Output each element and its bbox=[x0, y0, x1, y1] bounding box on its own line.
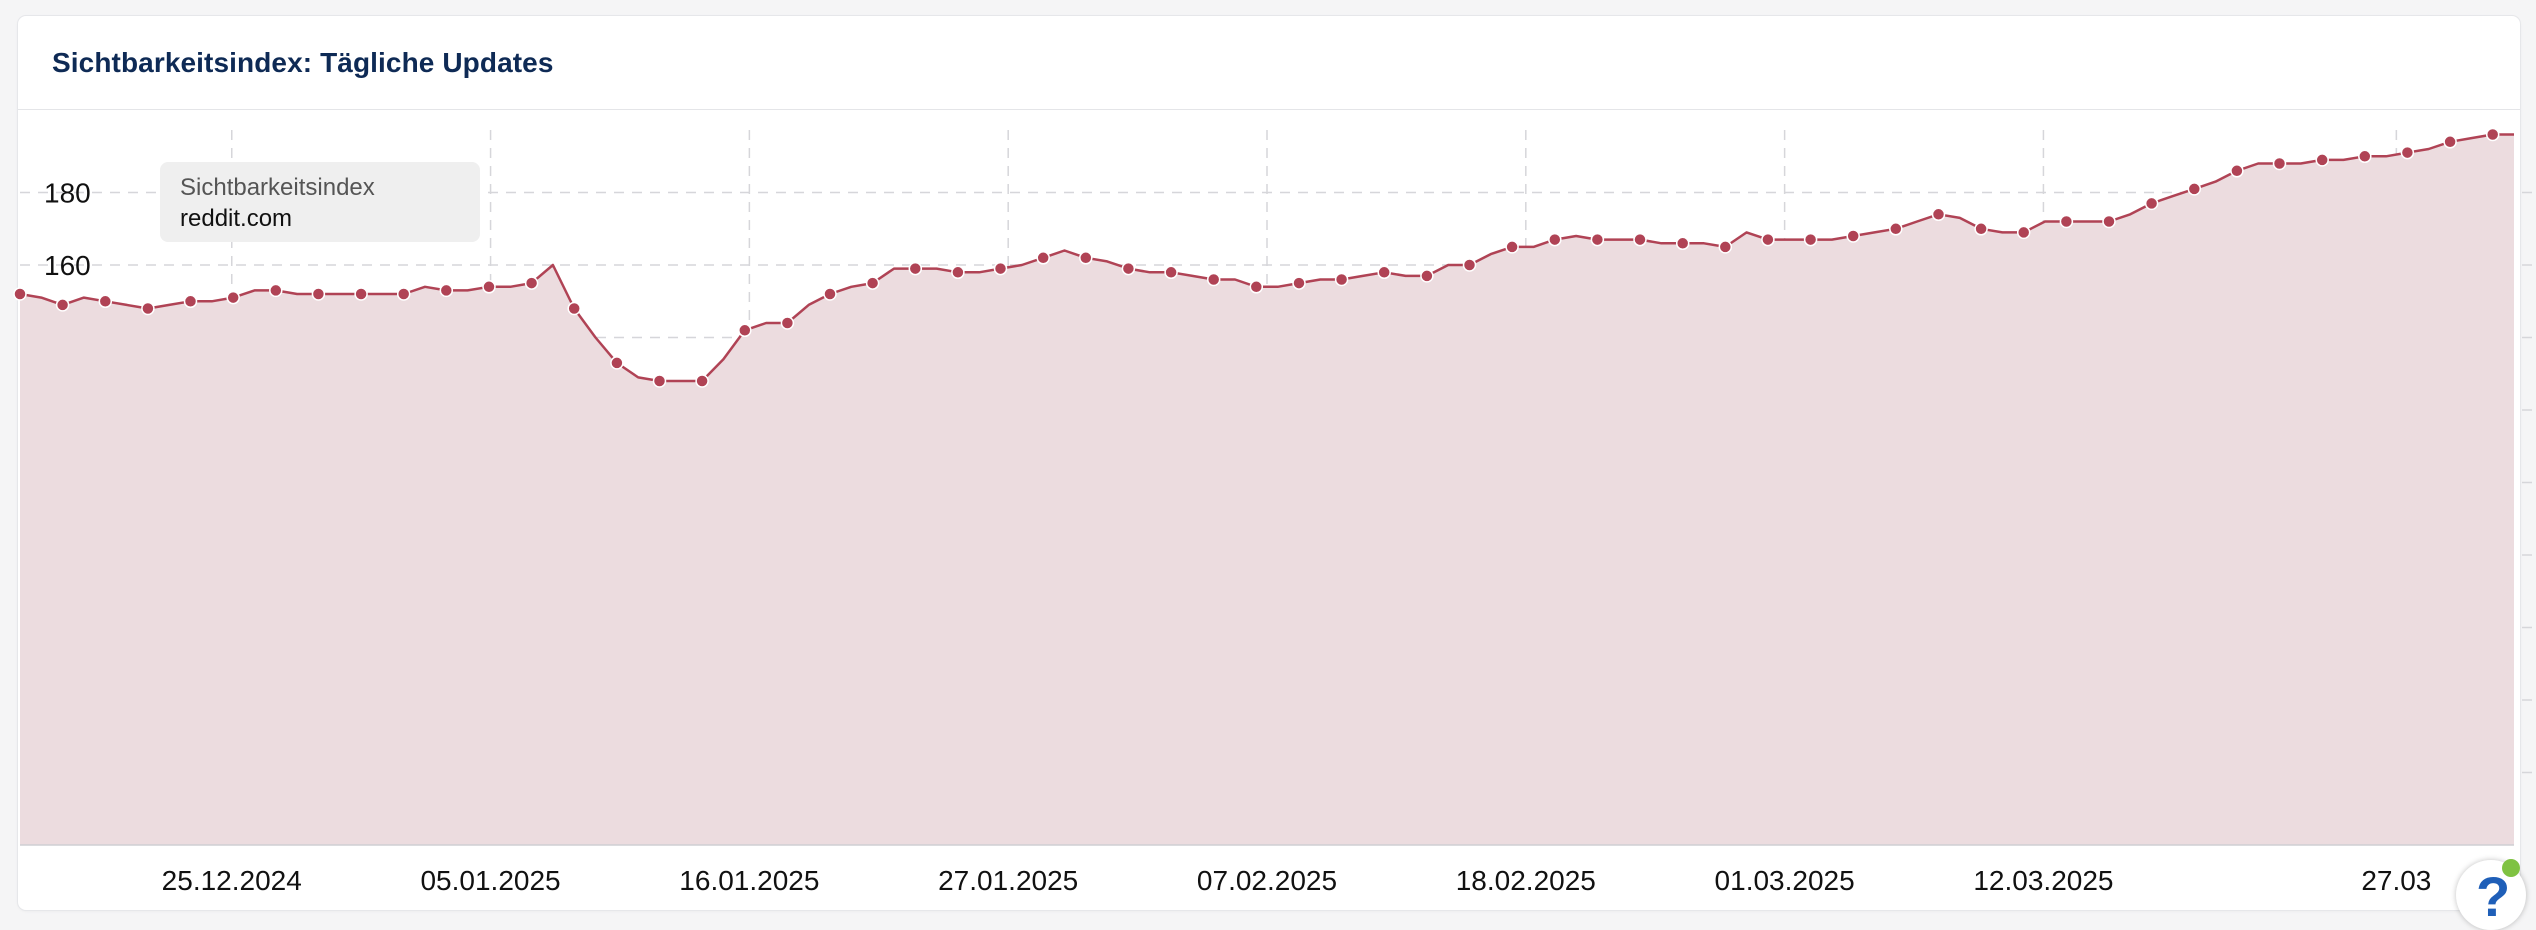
data-point bbox=[311, 287, 326, 301]
data-point bbox=[2315, 153, 2329, 167]
x-tick-label: 12.03.2025 bbox=[1973, 865, 2113, 896]
data-point bbox=[908, 261, 923, 276]
card-header: Sichtbarkeitsindex: Tägliche Updates bbox=[18, 16, 2520, 110]
y-tick-label: 160 bbox=[44, 250, 91, 281]
x-tick-label: 05.01.2025 bbox=[420, 865, 560, 896]
data-point bbox=[1206, 272, 1221, 287]
data-point bbox=[823, 287, 837, 301]
data-point bbox=[1675, 236, 1690, 251]
data-point bbox=[1803, 232, 1818, 247]
data-point bbox=[55, 298, 70, 312]
data-point bbox=[1079, 251, 1093, 265]
x-tick-label: 27.01.2025 bbox=[938, 865, 1078, 896]
data-point bbox=[98, 294, 113, 309]
card-title: Sichtbarkeitsindex: Tägliche Updates bbox=[52, 47, 554, 78]
data-point bbox=[2016, 225, 2031, 240]
data-point bbox=[1846, 229, 1860, 243]
legend-title: Sichtbarkeitsindex bbox=[180, 174, 375, 201]
data-point bbox=[1505, 240, 1519, 254]
data-point bbox=[1036, 251, 1050, 265]
data-point bbox=[183, 294, 198, 309]
data-point bbox=[2400, 145, 2415, 160]
data-point bbox=[1974, 222, 1988, 236]
data-point bbox=[141, 301, 155, 316]
data-point bbox=[1377, 265, 1391, 280]
data-point bbox=[1121, 261, 1136, 276]
data-point bbox=[738, 323, 752, 338]
question-mark-icon: ? bbox=[2476, 865, 2511, 928]
data-point bbox=[2358, 149, 2372, 164]
data-point bbox=[2485, 127, 2500, 142]
data-point bbox=[1590, 232, 1605, 247]
data-point bbox=[951, 265, 965, 280]
data-point bbox=[1334, 272, 1349, 287]
data-point bbox=[226, 290, 240, 305]
x-tick-label: 01.03.2025 bbox=[1715, 865, 1855, 896]
data-point bbox=[567, 301, 581, 316]
data-point bbox=[354, 287, 368, 301]
data-point bbox=[1548, 232, 1562, 247]
data-point bbox=[1420, 269, 1434, 283]
data-point bbox=[2059, 214, 2074, 229]
data-point bbox=[695, 374, 709, 388]
x-tick-label: 27.03 bbox=[2361, 865, 2431, 896]
data-point bbox=[2230, 164, 2244, 178]
legend-box: Sichtbarkeitsindex reddit.com bbox=[160, 162, 480, 242]
data-point bbox=[1292, 276, 1306, 290]
x-tick-label: 25.12.2024 bbox=[162, 865, 302, 896]
data-point bbox=[993, 261, 1008, 276]
data-point bbox=[865, 276, 880, 290]
series-area bbox=[20, 134, 2514, 845]
data-point bbox=[2187, 182, 2202, 196]
data-point bbox=[780, 316, 795, 330]
data-point bbox=[269, 283, 283, 298]
series-line bbox=[19, 133, 2514, 383]
data-point bbox=[13, 287, 27, 301]
help-button[interactable]: ? bbox=[2456, 860, 2526, 930]
x-tick-label: 07.02.2025 bbox=[1197, 865, 1337, 896]
data-point bbox=[1249, 280, 1264, 294]
data-point bbox=[1633, 232, 1647, 247]
data-point bbox=[1462, 258, 1477, 272]
data-point bbox=[2144, 196, 2159, 211]
data-point bbox=[2102, 214, 2116, 229]
x-tick-label: 16.01.2025 bbox=[679, 865, 819, 896]
data-point bbox=[610, 356, 624, 370]
data-point bbox=[1164, 265, 1178, 280]
data-point bbox=[396, 287, 411, 301]
data-point bbox=[652, 374, 667, 388]
data-point bbox=[2443, 135, 2457, 149]
data-point bbox=[1889, 222, 1903, 236]
data-point bbox=[1761, 232, 1775, 247]
data-point bbox=[482, 280, 496, 294]
online-status-dot bbox=[2502, 859, 2520, 877]
legend-domain: reddit.com bbox=[180, 205, 293, 232]
data-point bbox=[439, 283, 454, 298]
y-tick-label: 180 bbox=[44, 178, 91, 209]
data-point bbox=[1931, 207, 1946, 222]
data-point bbox=[1718, 240, 1733, 254]
data-point bbox=[524, 276, 539, 290]
data-point bbox=[2272, 156, 2287, 171]
x-tick-label: 18.02.2025 bbox=[1456, 865, 1596, 896]
